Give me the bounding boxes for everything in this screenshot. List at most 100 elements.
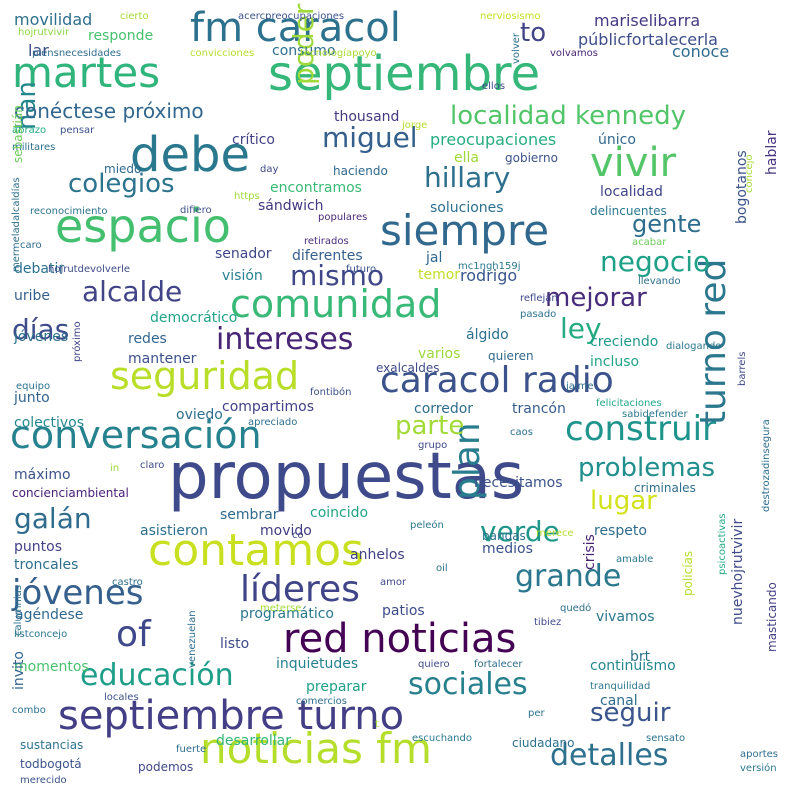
word: vivamos <box>596 609 655 625</box>
word: day <box>260 164 279 175</box>
word: ley <box>560 312 602 345</box>
word: problemas <box>578 453 716 483</box>
word: fuerte <box>176 744 207 755</box>
word: educación <box>80 658 234 693</box>
word: sembrar <box>220 507 279 523</box>
word: amor <box>380 577 407 588</box>
word: caos <box>510 427 533 438</box>
word: invito <box>11 651 27 690</box>
word: localidad <box>600 184 663 200</box>
word: delincuentes <box>590 204 667 218</box>
word: septiembre turno <box>58 693 405 739</box>
word: necesitamos <box>474 475 563 491</box>
word: crisis <box>582 534 598 570</box>
word: gobierno <box>505 151 558 165</box>
word: futuro <box>346 264 377 275</box>
word: populares <box>318 212 368 223</box>
word: encontramos <box>270 180 362 196</box>
word: conversación <box>10 413 262 457</box>
word: todbogotá <box>20 757 82 771</box>
word: mc1ngh159j <box>458 261 521 272</box>
word: merece <box>536 528 574 539</box>
word: tibiez <box>534 617 562 628</box>
word: reflejan <box>520 293 558 304</box>
word: sensato <box>646 733 686 744</box>
word: locales <box>104 692 139 703</box>
word: consumo <box>272 43 336 59</box>
word: continuismo <box>590 658 676 674</box>
word: amable <box>616 554 654 565</box>
word: claro <box>140 460 165 471</box>
word: barrels <box>737 351 748 386</box>
word: equipo <box>16 381 51 392</box>
word: creciendo <box>590 334 659 350</box>
word: aportes <box>740 749 778 760</box>
word: https <box>234 191 260 202</box>
word: sándwich <box>258 198 324 214</box>
word: vivir <box>590 140 677 186</box>
word: nuevhojrutvivir <box>730 518 746 625</box>
word: soluciones <box>430 200 504 216</box>
word: comunidad <box>230 282 442 326</box>
word: caro <box>20 240 42 251</box>
word: volver <box>511 33 522 64</box>
word: fm caracol <box>190 5 401 51</box>
word: fortalecer <box>474 659 523 670</box>
word: mantener <box>128 351 197 367</box>
word: seguir <box>590 698 671 728</box>
word: álgido <box>466 327 509 343</box>
word: miedo <box>104 162 142 176</box>
word: diferentes <box>292 248 363 264</box>
word: junto <box>14 390 50 406</box>
word: verde <box>480 515 560 548</box>
word: jóvenes <box>14 329 69 345</box>
word: castro <box>112 577 143 588</box>
word: agéndese <box>15 607 84 623</box>
word: ciudadano <box>512 736 575 750</box>
word: troncales <box>14 557 79 573</box>
word: ella <box>454 150 479 166</box>
word: to <box>520 18 547 48</box>
word: venezuelan <box>187 610 198 668</box>
word: patios <box>382 603 425 619</box>
word: lar <box>28 41 49 60</box>
word: merecido <box>20 775 67 786</box>
word: noticias fm <box>200 724 432 773</box>
word: temor <box>418 267 461 283</box>
word: redes <box>128 331 167 347</box>
word: uribe <box>14 288 51 304</box>
word: peleón <box>410 520 444 531</box>
word: sustancias <box>20 738 84 752</box>
word: desarrollar <box>216 733 292 749</box>
word: detalles <box>550 738 669 773</box>
word: conéctese próximo <box>14 99 204 123</box>
word: versión <box>740 763 777 774</box>
word: escuchando <box>412 733 472 744</box>
word: masticando <box>765 582 779 652</box>
word: sociales <box>408 667 528 702</box>
word: incluso <box>590 354 640 370</box>
word: comercios <box>296 696 348 707</box>
word: tranquilidad <box>590 681 651 692</box>
word: retirados <box>304 236 349 247</box>
word: cierto <box>120 11 149 22</box>
word: debatir <box>14 261 65 277</box>
word: volvamos <box>550 48 598 59</box>
word: pensar <box>60 125 95 136</box>
word: podemos <box>138 760 194 774</box>
word: líderes <box>240 569 360 610</box>
word: felicitaciones <box>596 398 662 409</box>
word: jal <box>426 250 443 266</box>
word: quieren <box>488 349 534 363</box>
word: fontibón <box>310 387 352 398</box>
word: democrático <box>150 310 238 326</box>
word: difiero <box>180 205 212 216</box>
word: grande <box>515 559 622 594</box>
word: oviedo <box>176 407 223 423</box>
word: construir <box>565 409 717 449</box>
word: per <box>528 708 545 719</box>
word: exalcaldes <box>376 361 440 375</box>
word: rodrigo <box>460 266 518 285</box>
word: seguridad <box>110 354 300 398</box>
word: jóvenes <box>12 573 144 613</box>
